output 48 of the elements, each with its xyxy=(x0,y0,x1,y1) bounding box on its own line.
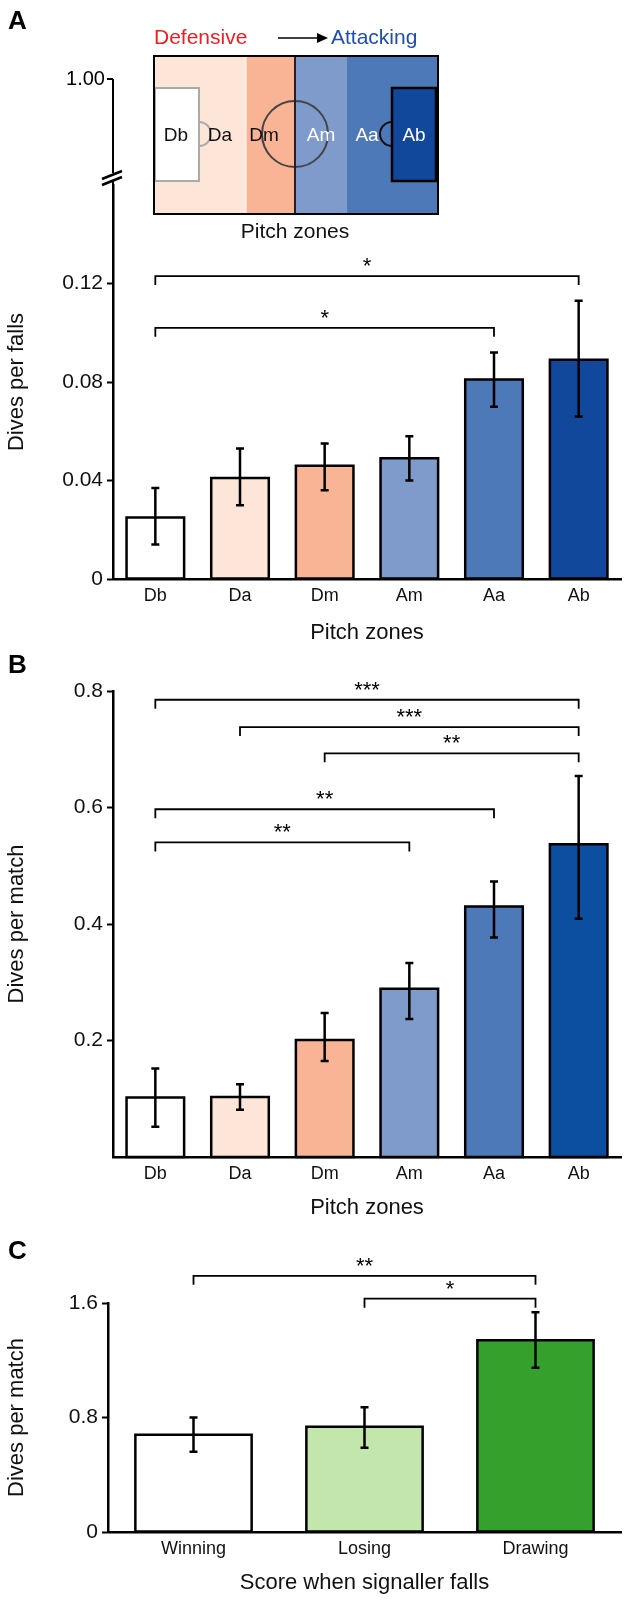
x-tick-label: Da xyxy=(228,1162,253,1183)
x-tick-label: Ab xyxy=(567,584,590,605)
text: 1.00 xyxy=(66,66,105,89)
text: ** xyxy=(355,1252,374,1278)
x-axis-title: Score when signaller falls xyxy=(239,1568,490,1594)
chart-title: B xyxy=(8,649,27,680)
y-tick-label: 0.2 xyxy=(73,1027,103,1051)
y-tick-label: 0.8 xyxy=(73,677,103,701)
annotation: ** xyxy=(316,786,334,812)
y-tick-label: 0.4 xyxy=(73,910,104,934)
x-tick-label: Ab xyxy=(567,1162,590,1183)
y-tick-label: 0.8 xyxy=(68,1404,98,1428)
y-tick-label: 0.6 xyxy=(73,794,103,818)
x-tick-label: Db xyxy=(143,1162,167,1183)
x-tick-label: Am xyxy=(395,1162,423,1183)
x-tick-label: Db xyxy=(143,584,167,605)
y-axis-title: Dives per falls xyxy=(3,312,29,452)
x-tick-label: Dm xyxy=(310,1162,339,1183)
x-axis-title: Pitch zones xyxy=(310,618,424,644)
x-axis-title: Pitch zones xyxy=(310,1193,424,1219)
x-tick-label: Aa xyxy=(482,584,506,605)
annotation: *** xyxy=(396,704,423,730)
annotation: ** xyxy=(273,819,292,845)
x-tick-label: Da xyxy=(228,584,253,605)
x-tick-label: Dm xyxy=(310,584,339,605)
annotation: *** xyxy=(354,676,381,702)
x-tick-label: Am xyxy=(395,584,423,605)
y-axis-title: Dives per match xyxy=(3,1338,29,1497)
text: Attacking xyxy=(331,25,418,48)
y-tick-label: 0.04 xyxy=(62,467,104,491)
annotation: ** xyxy=(443,730,461,756)
y-tick-label: 0.08 xyxy=(62,368,103,392)
annotation: Pitch zones xyxy=(239,219,351,242)
y-tick-label: 0.12 xyxy=(62,270,103,294)
chart-title: A xyxy=(8,5,27,36)
x-tick-label: Losing xyxy=(337,1537,392,1558)
y-axis-title: Dives per match xyxy=(3,844,29,1004)
x-tick-label: Drawing xyxy=(502,1537,569,1558)
y-tick-label: 0 xyxy=(86,1518,98,1542)
y-tick-label: 1.6 xyxy=(68,1289,98,1313)
annotation: * xyxy=(320,304,330,330)
y-tick-label: 0 xyxy=(91,565,103,589)
text: * xyxy=(445,1275,455,1301)
chart-title: C xyxy=(8,1235,27,1266)
annotation: * xyxy=(362,253,372,279)
x-tick-label: Winning xyxy=(160,1537,227,1558)
text: Defensive xyxy=(154,25,248,48)
x-tick-label: Aa xyxy=(482,1162,506,1183)
